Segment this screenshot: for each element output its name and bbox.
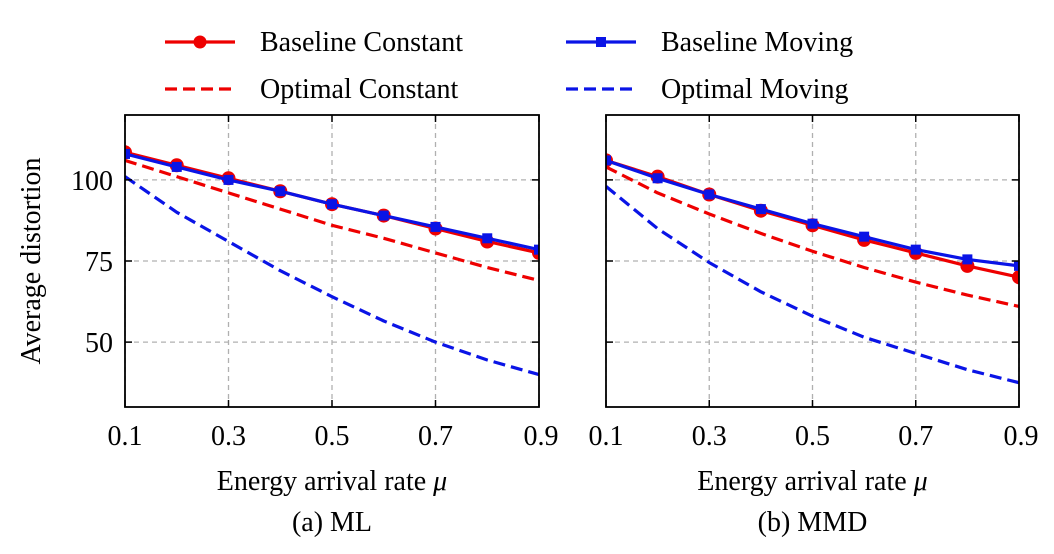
legend-entry-baseline-moving: Baseline Moving [566, 27, 853, 58]
series-line-optimal-moving [125, 175, 539, 377]
legend-marker-square [596, 37, 606, 47]
point-baseline-moving [430, 221, 441, 232]
legend-label: Baseline Constant [260, 27, 463, 58]
point-baseline-moving [378, 210, 389, 221]
x-tick-label: 0.7 [418, 421, 453, 452]
series-group [606, 153, 1019, 385]
series-line-optimal-constant [606, 165, 1019, 308]
x-tick-label: 0.9 [1004, 421, 1039, 452]
point-baseline-moving [1014, 260, 1019, 271]
legend-marker-circle [193, 35, 207, 49]
x-tick-label: 0.3 [211, 421, 246, 452]
legend-label: Optimal Moving [661, 74, 848, 105]
y-tick-label: 75 [85, 247, 113, 278]
legend-entry-optimal-moving: Optimal Moving [566, 74, 848, 105]
chart-panel-2: 0.1 0.3 0.5 0.7 0.9 Energy arrival rate μ (b) … [589, 114, 1039, 538]
subplot-caption: (a) ML [292, 507, 372, 538]
x-tick-label: 0.5 [795, 421, 830, 452]
x-axis-label-text: Energy arrival rate [697, 466, 913, 497]
point-baseline-moving [125, 148, 130, 159]
y-axis-label: Average distortion [16, 157, 47, 364]
x-tick-label: 0.7 [898, 421, 933, 452]
point-baseline-moving [327, 199, 337, 210]
legend-label: Optimal Constant [260, 74, 459, 105]
x-tick-label: 0.1 [108, 421, 143, 452]
subplot-caption: (b) MMD [758, 507, 868, 538]
point-baseline-moving [807, 218, 818, 229]
point-baseline-moving [223, 174, 234, 185]
point-baseline-constant [1012, 270, 1019, 285]
point-baseline-moving [482, 233, 493, 244]
x-axis-label-symbol: μ [913, 466, 928, 497]
point-baseline-moving [171, 161, 182, 172]
legend-entry-optimal-constant: Optimal Constant [165, 74, 459, 105]
point-baseline-moving [606, 155, 611, 166]
series-line-optimal-moving [606, 185, 1019, 385]
x-tick-label: 0.3 [692, 421, 727, 452]
x-axis-label-symbol: μ [432, 466, 447, 497]
legend-label: Baseline Moving [661, 27, 853, 58]
x-axis-label: Energy arrival rate μ [697, 466, 927, 497]
point-baseline-moving [534, 244, 539, 255]
x-tick-label: 0.5 [315, 421, 350, 452]
legend-entry-baseline-constant: Baseline Constant [165, 27, 463, 58]
point-baseline-moving [275, 186, 286, 197]
point-baseline-moving [962, 254, 973, 265]
point-baseline-moving [910, 244, 921, 255]
y-tick-label: 50 [85, 328, 113, 359]
point-baseline-moving [652, 173, 663, 184]
chart-panel-1: 0.1 0.3 0.5 0.7 0.9 50 75 100 Energy arrival rat… [16, 114, 559, 538]
series-group [125, 145, 539, 377]
x-axis-label: Energy arrival rate μ [217, 466, 447, 497]
series-line-optimal-constant [125, 158, 539, 283]
x-tick-label: 0.9 [524, 421, 559, 452]
point-baseline-moving [704, 189, 715, 200]
x-axis-label-text: Energy arrival rate [217, 466, 433, 497]
point-baseline-moving [755, 204, 766, 215]
panels: 0.1 0.3 0.5 0.7 0.9 50 75 100 Energy arrival rat… [16, 114, 1039, 538]
x-tick-label: 0.1 [589, 421, 624, 452]
legend: Baseline Constant Optimal Constant Baselin… [165, 27, 853, 105]
y-tick-label: 100 [71, 166, 113, 197]
point-baseline-moving [859, 231, 870, 242]
